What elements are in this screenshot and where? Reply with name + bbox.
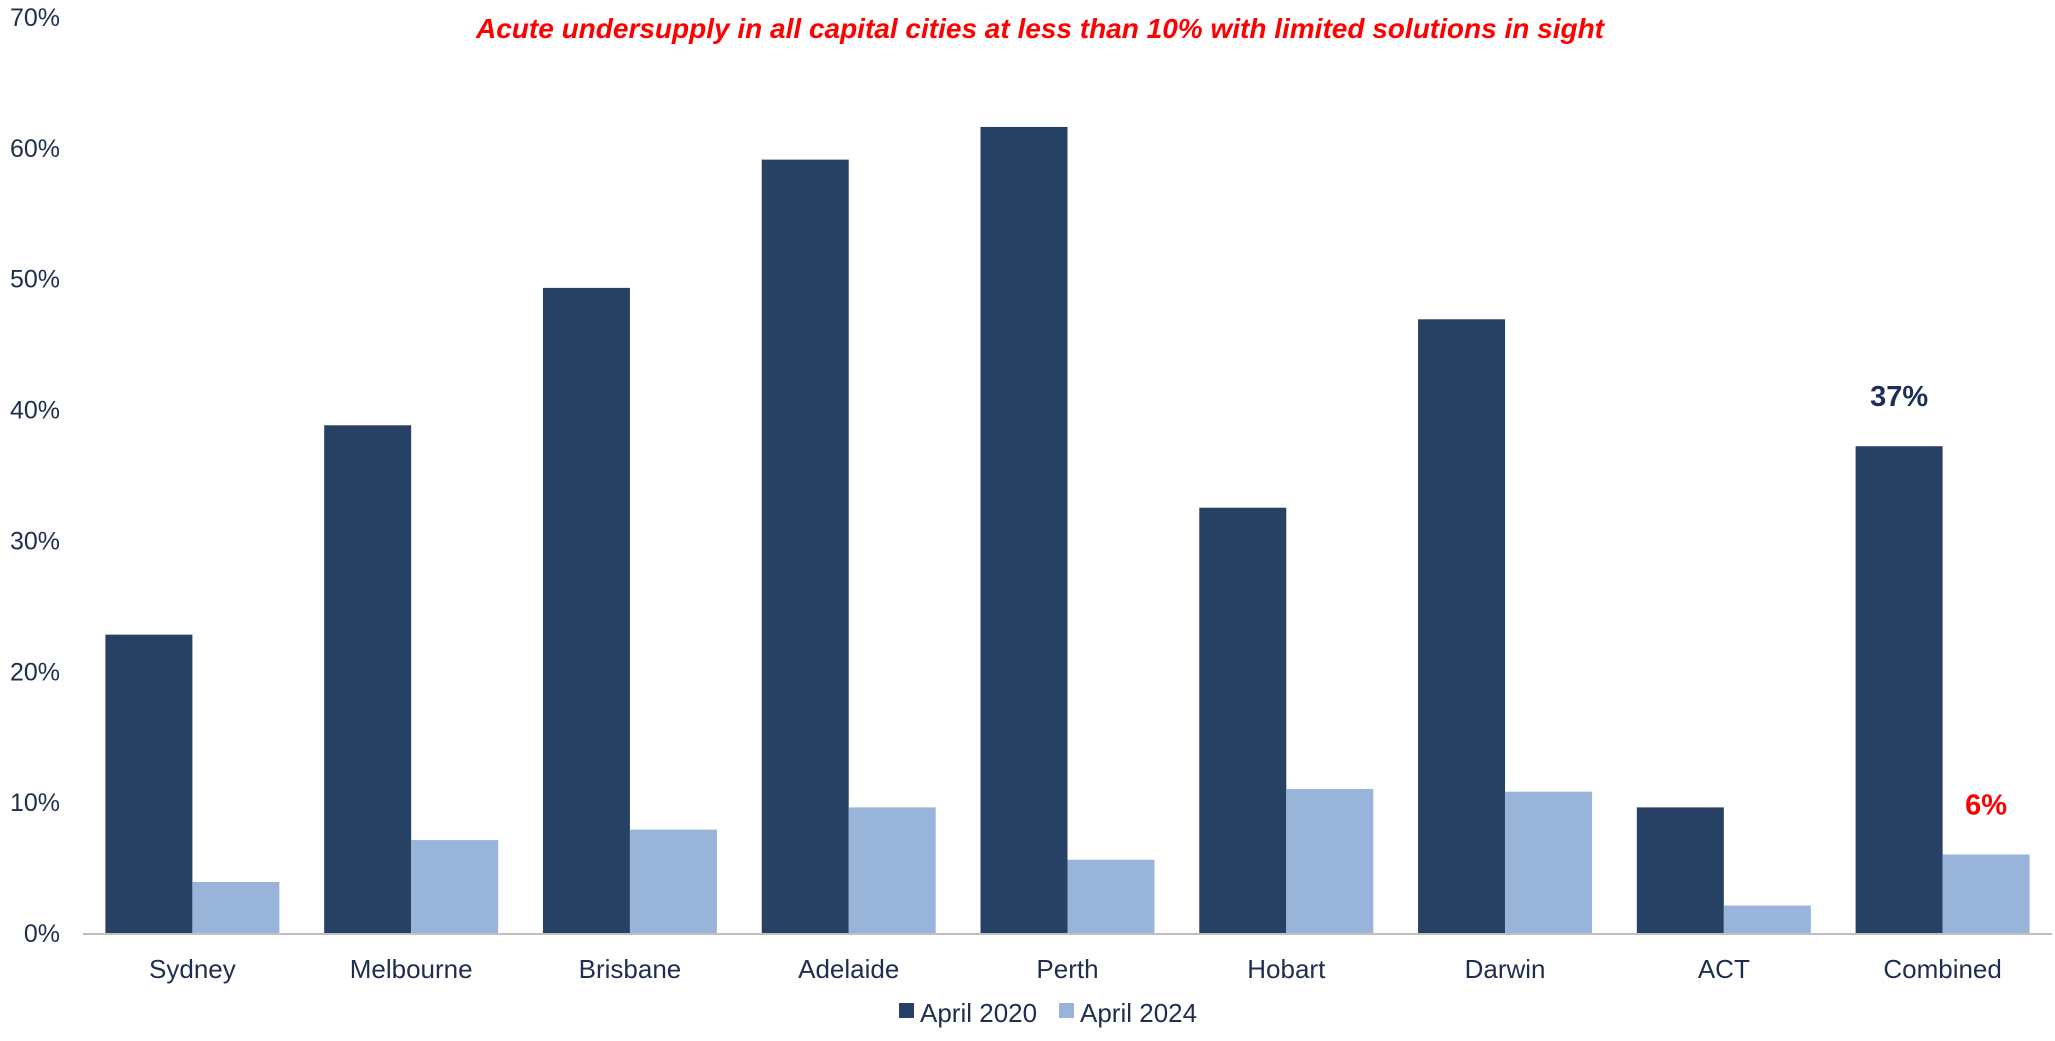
data-label-combined-april-2020: 37% <box>1870 381 1928 413</box>
bar-hobart-april-2024 <box>1286 789 1374 933</box>
bar-combined-april-2024 <box>1942 854 2030 933</box>
bar-darwin-april-2020 <box>1418 319 1506 933</box>
y-tick-label-50: 50% <box>10 266 60 294</box>
data-label-combined-april-2024: 6% <box>1965 789 2007 821</box>
y-tick-label-20: 20% <box>10 658 60 686</box>
labels-group: Acute undersupply in all capital cities … <box>475 13 2007 821</box>
y-tick-label-60: 60% <box>10 135 60 163</box>
bar-hobart-april-2020 <box>1199 507 1287 933</box>
bar-sydney-april-2024 <box>192 881 280 933</box>
bar-combined-april-2020 <box>1855 446 1943 933</box>
bar-melbourne-april-2024 <box>411 840 499 933</box>
bar-act-april-2020 <box>1636 807 1724 933</box>
x-tick-label-act: ACT <box>1698 954 1750 984</box>
bar-perth-april-2020 <box>980 126 1068 934</box>
legend-label-april-2024: April 2024 <box>1080 998 1197 1028</box>
legend: April 2020 April 2024 <box>899 998 1197 1028</box>
bar-darwin-april-2024 <box>1505 791 1593 933</box>
bar-adelaide-april-2020 <box>761 159 849 934</box>
y-tick-label-40: 40% <box>10 397 60 425</box>
bar-melbourne-april-2020 <box>324 425 412 933</box>
bar-act-april-2024 <box>1723 905 1811 933</box>
x-tick-label-combined: Combined <box>1883 954 2002 984</box>
x-tick-label-adelaide: Adelaide <box>798 954 899 984</box>
chart-title: Acute undersupply in all capital cities … <box>475 13 1606 44</box>
legend-label-april-2020: April 2020 <box>920 998 1037 1028</box>
axes-group: 0% 10% 20% 30% 40% 50% 60% 70% Sydney Melbourne Br… <box>10 4 2052 984</box>
x-tick-label-hobart: Hobart <box>1247 954 1326 984</box>
x-tick-label-perth: Perth <box>1036 954 1098 984</box>
x-tick-label-sydney: Sydney <box>149 954 236 984</box>
bar-sydney-april-2020 <box>105 634 193 933</box>
legend-swatch-april-2024 <box>1059 1003 1074 1018</box>
bar-adelaide-april-2024 <box>848 807 936 933</box>
legend-swatch-april-2020 <box>899 1003 914 1018</box>
y-tick-label-0: 0% <box>24 920 60 948</box>
y-tick-label-10: 10% <box>10 789 60 817</box>
bar-perth-april-2024 <box>1067 859 1155 933</box>
x-tick-label-melbourne: Melbourne <box>350 954 473 984</box>
y-tick-label-30: 30% <box>10 527 60 555</box>
y-tick-label-70: 70% <box>10 4 60 32</box>
bar-brisbane-april-2020 <box>542 287 630 934</box>
bar-brisbane-april-2024 <box>629 829 717 933</box>
bars-group <box>105 126 2030 934</box>
x-tick-label-brisbane: Brisbane <box>579 954 682 984</box>
x-tick-label-darwin: Darwin <box>1465 954 1546 984</box>
